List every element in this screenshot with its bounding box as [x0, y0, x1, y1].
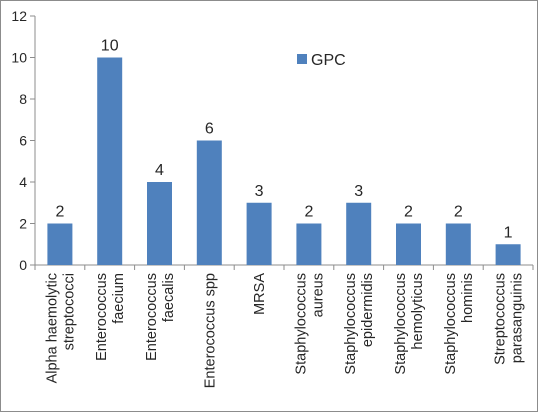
- category-label: Streptococcusparasanguinis: [493, 273, 526, 365]
- bar: [246, 202, 272, 265]
- bar: [495, 244, 521, 265]
- category-label-line: streptococci: [61, 273, 77, 350]
- category-label-line: Streptococcus: [493, 273, 509, 365]
- category-label: MRSA: [252, 273, 268, 315]
- category-labels: Alpha haemolyticstreptococci Enterococcus…: [44, 273, 525, 389]
- data-label: 2: [304, 204, 313, 221]
- category-label-line: faecalis: [161, 273, 177, 322]
- category-label-line: Staphylococcus: [393, 273, 409, 375]
- category-label-line: faecium: [111, 273, 127, 324]
- bar: [396, 223, 421, 265]
- y-axis: 0 2 4 6 8 10 12: [11, 8, 36, 273]
- bars: [47, 57, 521, 265]
- category-label: Staphylococcusaureus: [293, 273, 326, 375]
- category-label-line: parasanguinis: [510, 273, 526, 363]
- data-label: 2: [404, 204, 413, 221]
- category-label-line: Enterococcus: [94, 273, 110, 361]
- category-label: Enterococcusfaecium: [94, 273, 127, 361]
- legend: GPC: [297, 52, 346, 69]
- y-tick-label: 12: [11, 8, 27, 24]
- category-label-line: Staphylococcus: [443, 273, 459, 375]
- data-label: 4: [155, 162, 164, 179]
- category-label: Enterococcusfaecalis: [144, 273, 177, 361]
- category-label-line: MRSA: [252, 273, 268, 315]
- y-tick-label: 10: [11, 50, 27, 66]
- y-tick-label: 6: [19, 133, 27, 149]
- category-label-line: Enterococcus spp: [202, 273, 218, 388]
- category-label-line: epidermidis: [360, 273, 376, 347]
- y-tick-label: 2: [19, 216, 27, 232]
- y-tick-label: 0: [19, 257, 27, 273]
- legend-label: GPC: [311, 52, 346, 69]
- category-label: Enterococcus spp: [202, 273, 218, 388]
- bar: [346, 202, 372, 265]
- category-label: Staphylococcushominis: [443, 273, 476, 375]
- data-labels: 2 10 4 6 3 2 3 2 2 1: [55, 38, 512, 242]
- data-label: 1: [504, 224, 513, 241]
- bar: [97, 57, 123, 265]
- data-label: 3: [255, 183, 264, 200]
- bar: [47, 223, 73, 265]
- category-label: Staphylococcushemolyticus: [393, 273, 426, 375]
- category-label-line: Enterococcus: [144, 273, 160, 361]
- category-label: Alpha haemolyticstreptococci: [44, 273, 77, 383]
- y-tick-label: 8: [19, 91, 27, 107]
- data-label: 6: [205, 121, 214, 138]
- bar: [296, 223, 322, 265]
- data-label: 10: [101, 38, 119, 55]
- x-axis: [34, 264, 534, 270]
- category-label-line: hominis: [460, 273, 476, 323]
- bar: [196, 140, 222, 265]
- category-label: Staphylococcusepidermidis: [343, 273, 376, 375]
- bar: [147, 182, 172, 265]
- bar: [445, 223, 471, 265]
- y-tick-label: 4: [19, 174, 27, 190]
- category-label-line: Staphylococcus: [343, 273, 359, 375]
- category-label-line: Staphylococcus: [293, 273, 309, 375]
- data-label: 2: [454, 204, 463, 221]
- data-label: 2: [55, 204, 64, 221]
- data-label: 3: [354, 183, 363, 200]
- category-label-line: hemolyticus: [410, 273, 426, 350]
- legend-swatch: [297, 54, 307, 64]
- category-label-line: aureus: [310, 273, 326, 317]
- category-label-line: Alpha haemolytic: [44, 273, 60, 383]
